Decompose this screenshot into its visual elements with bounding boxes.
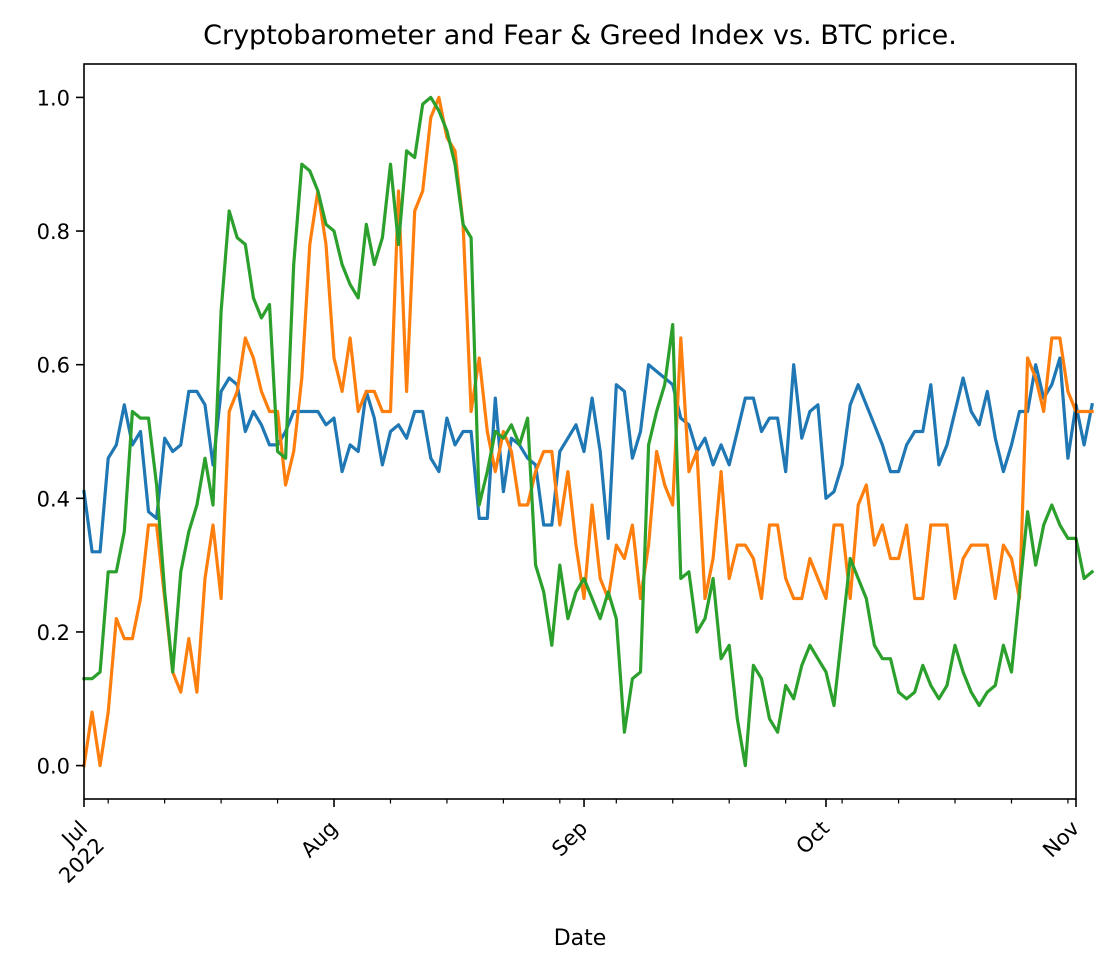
y-tick-label: 0.8 — [37, 220, 70, 244]
y-tick-label: 0.4 — [37, 487, 70, 511]
y-axis: 0.0 0.2 0.4 0.6 0.8 1.0 — [37, 86, 84, 779]
y-tick-label: 0.0 — [37, 755, 70, 779]
series-line-2 — [82, 95, 1094, 768]
plot-frame — [83, 63, 1077, 800]
plot-lines — [82, 95, 1095, 768]
y-tick-label: 1.0 — [37, 86, 70, 110]
x-axis-label: Date — [554, 926, 607, 951]
series-line-1 — [82, 356, 1094, 554]
chart-title: Cryptobarometer and Fear & Greed Index v… — [203, 20, 957, 51]
y-tick-label: 0.6 — [37, 354, 70, 378]
series-line-3 — [82, 95, 1095, 768]
y-tick-label: 0.2 — [37, 621, 70, 645]
